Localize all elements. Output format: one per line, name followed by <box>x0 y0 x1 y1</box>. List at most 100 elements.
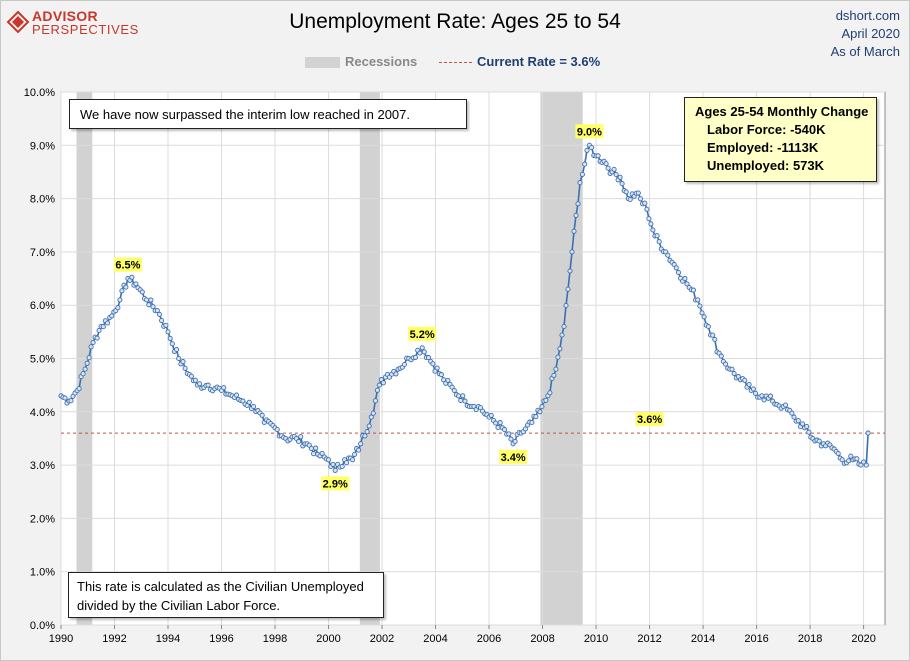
x-tick-label: 2008 <box>530 633 554 645</box>
series-point <box>94 335 100 341</box>
series-point <box>182 365 188 371</box>
series-point <box>417 350 423 356</box>
brand-line2: PERSPECTIVES <box>32 22 139 37</box>
series-point <box>723 361 729 367</box>
series-point <box>123 284 129 290</box>
series-point <box>370 410 376 416</box>
series-point <box>205 382 211 388</box>
series-point <box>619 181 625 187</box>
note-calc-line2: divided by the Civilian Labor Force. <box>77 598 281 613</box>
series-point <box>791 414 797 420</box>
series-point <box>650 227 656 233</box>
series-point <box>767 393 774 399</box>
monthly-change-box: Ages 25-54 Monthly Change Labor Force: -… <box>684 97 877 182</box>
x-tick-label: 1998 <box>263 633 287 645</box>
series-point <box>701 314 707 320</box>
series-point <box>699 310 705 316</box>
source-asof: As of March <box>830 44 900 59</box>
series-point <box>274 426 280 433</box>
series-point <box>313 445 319 451</box>
series-point <box>551 372 557 378</box>
callout-label: 6.5% <box>115 260 140 272</box>
series-point <box>144 297 150 303</box>
series-point <box>584 147 590 153</box>
series-point <box>192 377 198 383</box>
series-point <box>848 453 854 459</box>
series-point <box>533 414 539 420</box>
series-point <box>557 346 563 352</box>
series-point <box>605 165 611 171</box>
series-point <box>555 354 561 360</box>
x-tick-label: 1994 <box>156 633 180 645</box>
series-point <box>759 393 765 399</box>
series-point <box>575 201 581 207</box>
series-point <box>372 398 378 404</box>
series-point <box>646 216 652 222</box>
note-calculation: This rate is calculated as the Civilian … <box>68 572 384 618</box>
series-point <box>742 377 748 383</box>
series-point <box>296 438 302 445</box>
series-point <box>497 420 503 426</box>
legend-current-rate: Current Rate = 3.6% <box>477 54 601 69</box>
series-point <box>835 450 841 457</box>
series-point <box>356 447 362 453</box>
series-point <box>579 171 585 177</box>
callout-label: 2.9% <box>323 478 348 490</box>
series-point <box>165 329 171 335</box>
callout-bg <box>499 449 528 464</box>
series-point <box>654 233 660 239</box>
series-point <box>86 355 92 361</box>
series-point <box>648 221 654 227</box>
series-point <box>712 336 718 343</box>
x-tick-label: 2016 <box>744 633 768 645</box>
brand-logo: ADVISOR PERSPECTIVES <box>6 6 139 37</box>
series-point <box>148 297 154 303</box>
series-point <box>750 386 756 392</box>
series-point <box>180 359 186 365</box>
series-point <box>374 387 380 393</box>
series-point <box>82 366 88 372</box>
series-point <box>419 345 425 351</box>
series-point <box>695 297 701 303</box>
series-point <box>816 438 822 444</box>
labor-force-change: Labor Force: -540K <box>707 122 826 137</box>
series-point <box>567 268 573 274</box>
series-point <box>488 412 494 418</box>
series-point <box>782 402 789 408</box>
series-point <box>350 457 356 463</box>
series-point <box>595 153 601 159</box>
series-point <box>635 190 641 196</box>
series-point <box>339 463 345 470</box>
legend-recessions: Recessions <box>345 54 418 69</box>
series-point <box>426 355 432 361</box>
series-point <box>330 461 336 467</box>
x-tick-label: 1990 <box>49 633 73 645</box>
series-point <box>563 302 569 309</box>
x-tick-label: 2002 <box>370 633 394 645</box>
series-point <box>319 450 325 456</box>
series-point <box>358 441 364 447</box>
y-tick-label: 7.0% <box>30 247 55 259</box>
series-point <box>684 281 690 287</box>
note-interim-low: We have now surpassed the interim low re… <box>69 99 467 129</box>
series-point <box>861 459 867 465</box>
series-point <box>617 174 623 180</box>
legend-current-line <box>439 62 472 63</box>
series-point <box>690 287 696 293</box>
series-point <box>559 332 565 338</box>
series-point <box>325 457 332 463</box>
series-point <box>458 397 464 404</box>
series-point <box>565 286 571 292</box>
x-tick-label: 2000 <box>316 633 340 645</box>
series-point <box>506 431 512 437</box>
series-point <box>246 399 252 405</box>
source-site: dshort.com <box>835 8 900 23</box>
series-point <box>163 322 169 328</box>
series-point <box>332 467 338 473</box>
y-tick-label: 9.0% <box>30 140 55 152</box>
series-point <box>460 393 466 399</box>
x-tick-label: 2004 <box>423 633 447 645</box>
y-tick-label: 4.0% <box>30 407 55 419</box>
y-tick-label: 3.0% <box>30 460 55 472</box>
series-point <box>100 324 106 330</box>
